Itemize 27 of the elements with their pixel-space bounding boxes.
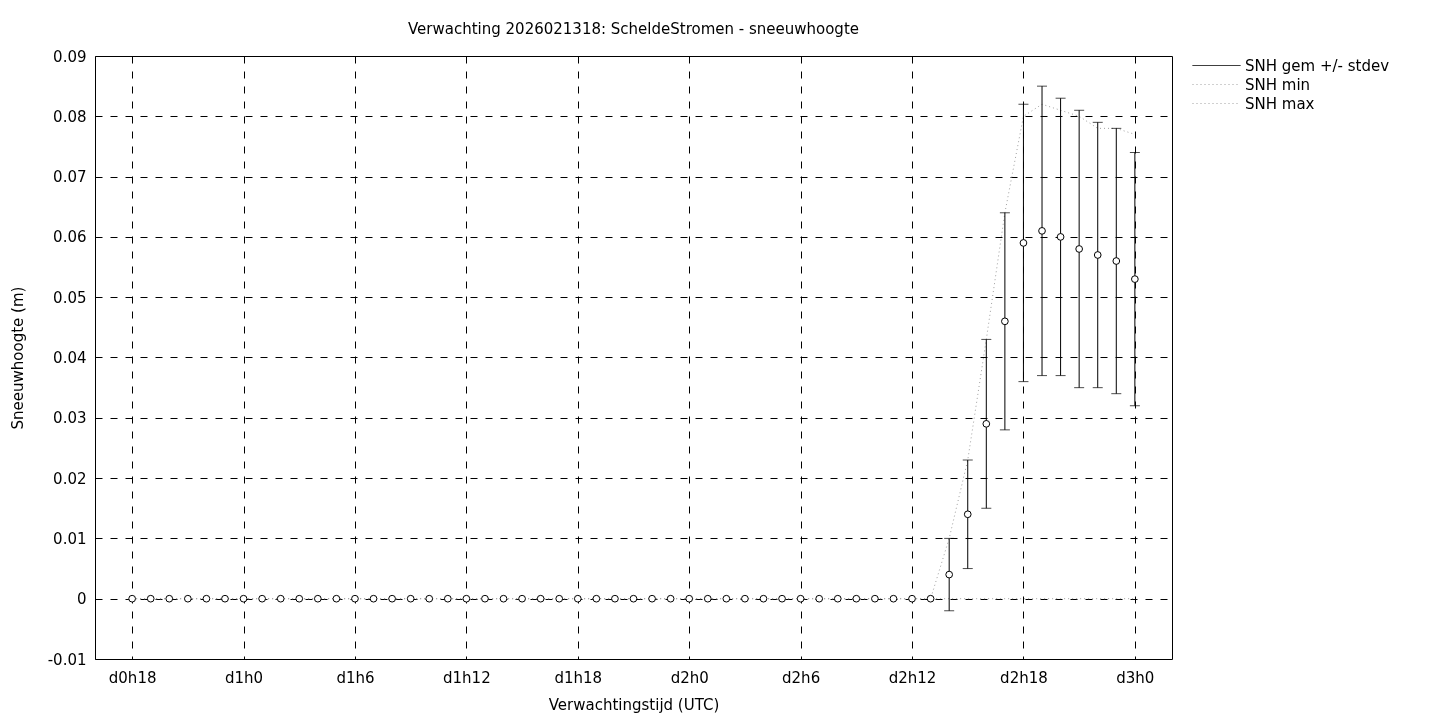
chart-title: Verwachting 2026021318: ScheldeStromen - sneeuwhoogte	[408, 20, 859, 38]
y-tick-label: 0.02	[53, 469, 87, 488]
legend-label: SNH gem +/- stdev	[1245, 56, 1390, 75]
y-tick-label: 0.03	[53, 409, 87, 428]
x-tick-label: d1h12	[443, 668, 491, 687]
x-tick-label: d2h0	[670, 668, 709, 687]
y-tick-label: 0.06	[53, 228, 87, 247]
x-tick-label: d2h12	[888, 668, 937, 687]
y-tick-label: 0.09	[53, 47, 87, 66]
x-axis-title: Verwachtingstijd (UTC)	[548, 695, 720, 714]
x-tick-label: d2h18	[1000, 668, 1048, 687]
x-tick-label: d1h0	[224, 668, 264, 687]
y-tick-label: -0.01	[47, 650, 87, 669]
legend-label: SNH min	[1245, 75, 1311, 94]
x-tick-label: d3h0	[1116, 668, 1155, 687]
y-tick-label: 0.05	[53, 288, 87, 307]
x-tick-label: d2h6	[782, 668, 821, 687]
x-tick-label: d1h6	[336, 668, 375, 687]
y-tick-label: 0.04	[53, 349, 87, 367]
y-tick-label: 0	[76, 590, 87, 609]
y-axis-title: Sneeuwhoogte (m)	[8, 286, 27, 430]
legend-label: SNH max	[1245, 94, 1315, 113]
y-tick-label: 0.01	[53, 529, 87, 548]
y-tick-label: 0.08	[53, 107, 87, 126]
x-tick-label: d0h18	[108, 668, 157, 687]
y-tick-label: 0.07	[53, 168, 87, 187]
x-tick-label: d1h18	[554, 668, 603, 687]
